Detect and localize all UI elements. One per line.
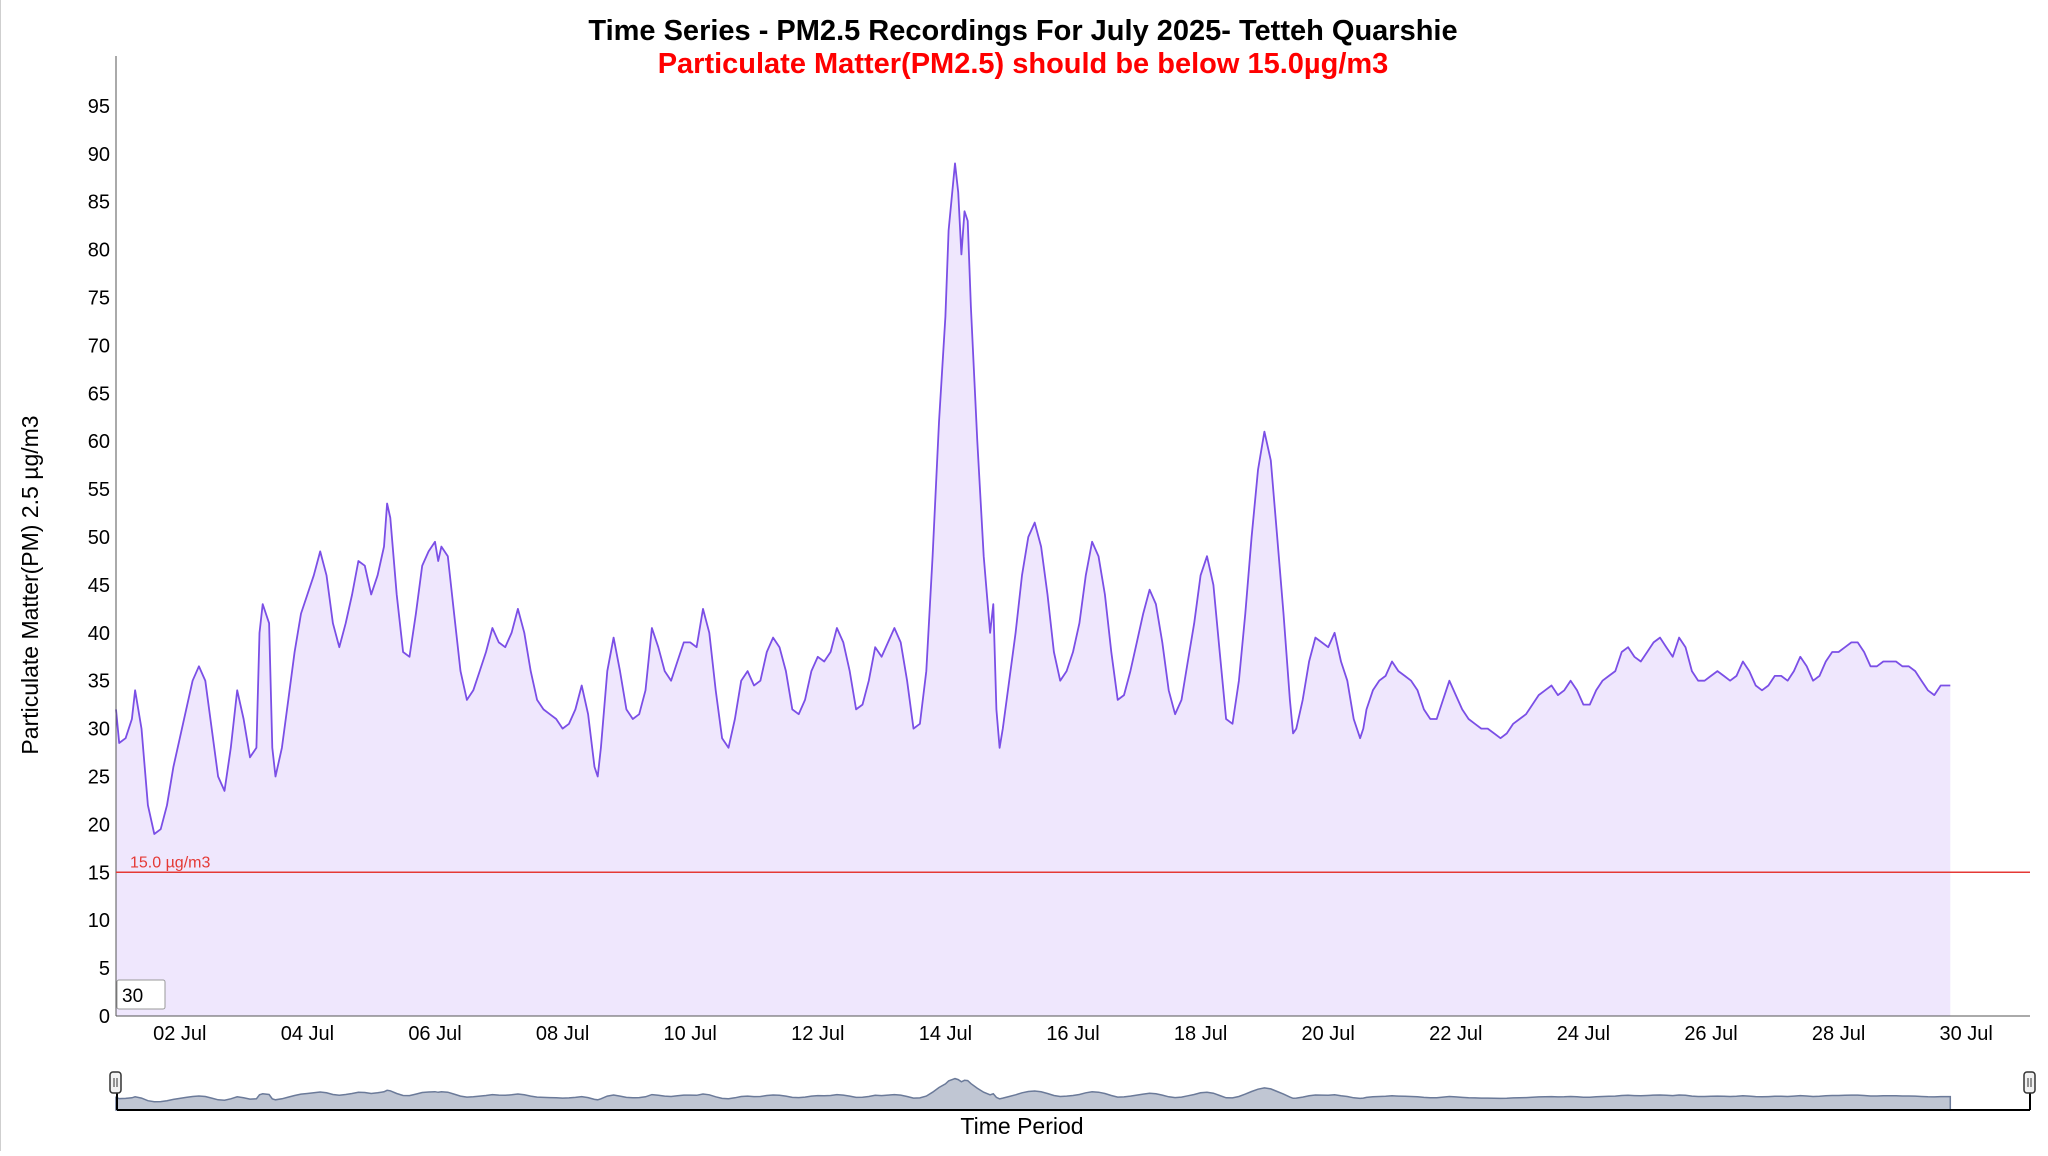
y-tick-label: 35 — [88, 671, 110, 693]
chart-subtitle: Particulate Matter(PM2.5) should be belo… — [658, 48, 1389, 80]
y-tick-label: 40 — [88, 623, 110, 645]
y-axis-ticks: 0 5 10 15 20 25 30 35 40 45 50 55 60 65 70 75 80 85 90 95 — [88, 96, 110, 1028]
x-tick-label: 16 Jul — [1046, 1023, 1099, 1045]
y-tick-label: 10 — [88, 910, 110, 932]
y-tick-label: 55 — [88, 479, 110, 501]
y-tick-label: 30 — [88, 719, 110, 741]
x-tick-label: 26 Jul — [1684, 1023, 1737, 1045]
x-tick-label: 12 Jul — [791, 1023, 844, 1045]
x-tick-label: 18 Jul — [1174, 1023, 1227, 1045]
y-axis-title: Particulate Matter(PM) 2.5 µg/m3 — [17, 415, 43, 754]
navigator-area — [115, 1077, 1952, 1111]
x-tick-label: 28 Jul — [1812, 1023, 1865, 1045]
y-tick-label: 15 — [88, 862, 110, 884]
x-tick-label: 08 Jul — [536, 1023, 589, 1045]
y-tick-label: 50 — [88, 527, 110, 549]
zoom-input[interactable]: 30 — [116, 979, 166, 1010]
y-tick-label: 5 — [99, 958, 110, 980]
zoom-input-value: 30 — [122, 986, 143, 1007]
y-tick-label: 60 — [88, 431, 110, 453]
y-tick-label: 80 — [88, 240, 110, 262]
y-tick-label: 65 — [88, 383, 110, 405]
window-edge — [0, 0, 1, 1151]
plot-area[interactable] — [115, 162, 1951, 1016]
y-tick-label: 75 — [88, 288, 110, 310]
x-tick-label: 02 Jul — [153, 1023, 206, 1045]
y-tick-label: 45 — [88, 575, 110, 597]
x-axis-title: Time Period — [960, 1113, 1083, 1139]
threshold-label: 15.0 µg/m3 — [130, 854, 210, 871]
pm25-area-fill — [116, 163, 1951, 1016]
y-tick-label: 0 — [99, 1006, 110, 1028]
y-tick-label: 90 — [88, 144, 110, 166]
y-tick-label: 70 — [88, 335, 110, 357]
x-axis-ticks: 02 Jul 04 Jul 06 Jul 08 Jul 10 Jul 12 Jul 14 J… — [153, 1023, 1993, 1045]
navigator-left-handle[interactable] — [109, 1071, 122, 1094]
y-tick-label: 95 — [88, 96, 110, 118]
x-tick-label: 06 Jul — [408, 1023, 461, 1045]
y-tick-label: 25 — [88, 767, 110, 789]
x-tick-label: 10 Jul — [664, 1023, 717, 1045]
range-navigator[interactable] — [109, 1071, 2036, 1111]
x-tick-label: 14 Jul — [919, 1023, 972, 1045]
x-tick-label: 24 Jul — [1557, 1023, 1610, 1045]
navigator-right-handle[interactable] — [2023, 1071, 2036, 1094]
x-tick-label: 22 Jul — [1429, 1023, 1482, 1045]
x-tick-label: 20 Jul — [1302, 1023, 1355, 1045]
pm25-series-line[interactable] — [115, 162, 1951, 835]
x-tick-label: 30 Jul — [1940, 1023, 1993, 1045]
y-tick-label: 20 — [88, 814, 110, 836]
y-tick-label: 85 — [88, 192, 110, 214]
chart-title: Time Series - PM2.5 Recordings For July … — [588, 15, 1457, 47]
x-tick-label: 04 Jul — [281, 1023, 334, 1045]
